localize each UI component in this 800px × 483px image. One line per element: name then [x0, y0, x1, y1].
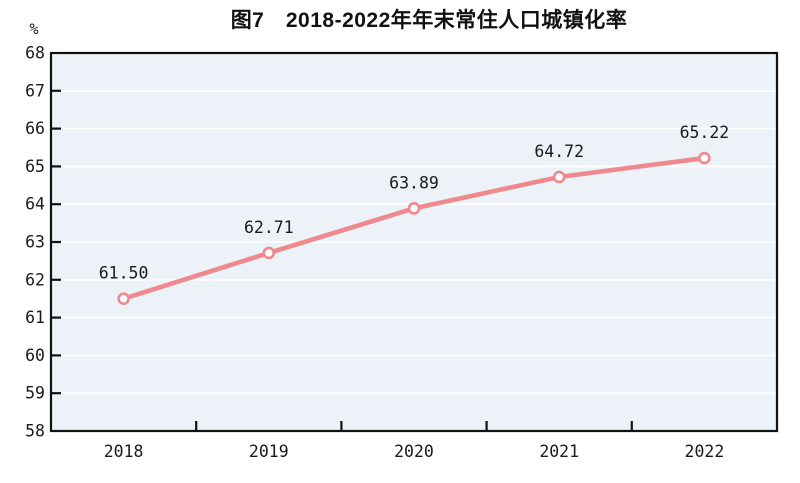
- x-axis-label: 2022: [685, 442, 725, 461]
- data-point-label: 62.71: [244, 218, 294, 237]
- data-point-marker: [407, 202, 421, 215]
- data-point-marker: [698, 151, 711, 165]
- x-axis-label: 2021: [539, 442, 579, 461]
- y-axis-label: 66: [25, 119, 45, 138]
- x-axis-label: 2020: [394, 442, 434, 461]
- y-axis-label: 59: [25, 384, 45, 403]
- plot-frame: [49, 51, 779, 433]
- x-axis-label: 2018: [104, 442, 144, 461]
- y-axis-label: 63: [25, 233, 45, 252]
- y-axis-label: 67: [25, 81, 45, 100]
- data-point-marker: [262, 246, 276, 260]
- x-axis-label: 2019: [249, 442, 289, 461]
- y-axis-label: 58: [25, 422, 45, 441]
- data-point-marker: [117, 292, 130, 306]
- data-point-label: 65.22: [680, 123, 730, 142]
- y-axis-label: 68: [25, 44, 45, 63]
- y-axis-label: 60: [25, 346, 45, 365]
- y-axis-label: 65: [25, 157, 45, 176]
- chart-title: 图7 2018-2022年年末常住人口城镇化率: [230, 9, 628, 32]
- data-point-label: 61.50: [99, 264, 149, 283]
- y-axis-label: 64: [25, 195, 45, 214]
- y-axis-label: 62: [25, 270, 45, 289]
- data-point-label: 64.72: [534, 142, 584, 161]
- data-point-label: 63.89: [389, 173, 439, 192]
- y-axis-label: 61: [25, 308, 45, 327]
- data-point-marker: [552, 170, 566, 184]
- y-axis-unit-label: %: [29, 20, 39, 38]
